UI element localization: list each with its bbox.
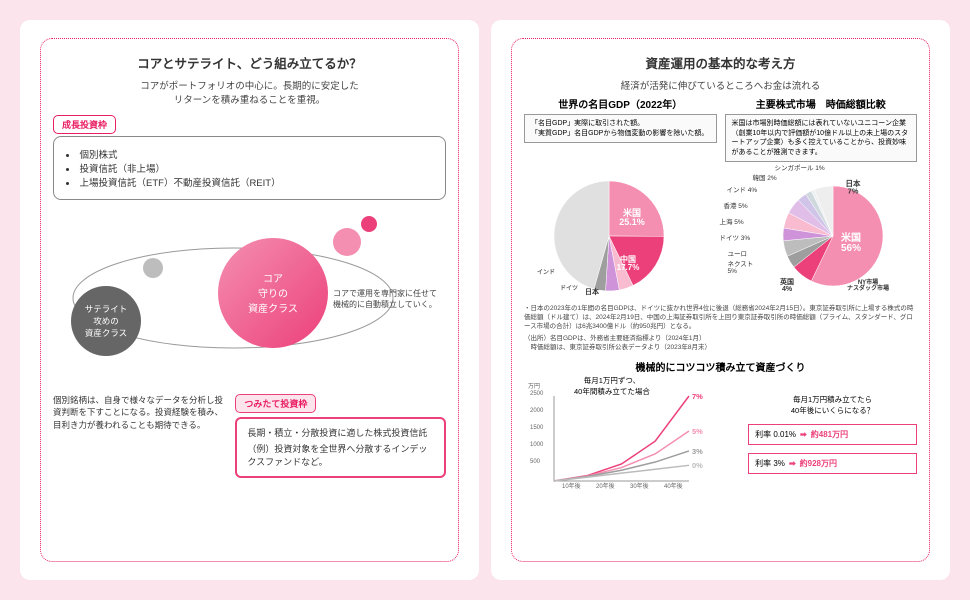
footnote-2: （出所）名目GDPは、外務省主要経済指標より（2024年1月） 時価総額は、東京… [524, 335, 917, 353]
core-circle: コア 守りの 資産クラス [218, 238, 328, 348]
mkt-title: 主要株式市場 時価総額比較 [725, 96, 918, 111]
growth-item: 上場投資信託（ETF）不動産投資信託（REIT） [66, 175, 433, 189]
pie-outer-label: ユーロ ネクスト 5% [728, 248, 754, 275]
growth-item: 投資信託（非上場） [66, 161, 433, 175]
svg-text:米国56%: 米国56% [840, 231, 860, 254]
svg-text:米国25.1%: 米国25.1% [619, 207, 645, 227]
growth-box: 個別株式投資信託（非上場）上場投資信託（ETF）不動産投資信託（REIT） [53, 136, 446, 200]
satellite-circle: サテライト 攻めの 資産クラス [71, 286, 141, 356]
svg-text:ドイツ: ドイツ [560, 285, 578, 292]
page-left: コアとサテライト、どう組み立てるか？ コアがポートフォリオの中心に。長期的に安定… [20, 20, 479, 580]
left-subtitle: コアがポートフォリオの中心に。長期的に安定した リターンを積み重ねることを重視。 [53, 80, 446, 109]
tsumitate-example: （例）投資対象を全世界へ分散するインデックスファンドなど。 [247, 443, 434, 468]
sec2-title: 機械的にコツコツ積み立て資産づくり [524, 359, 917, 374]
satellite-note: 個別銘柄は、自身で様々なデータを分析し投資判断を下すことになる。投資経験を積み、… [53, 394, 225, 479]
left-title: コアとサテライト、どう組み立てるか？ [53, 53, 446, 72]
compound-chart: 毎月1万円ずつ、 40年間積み立てた場合 2500200015001000500… [524, 377, 917, 492]
rate-box-3pct: 利率 3% ➡ 約928万円 [748, 453, 917, 474]
right-subtitle: 経済が活発に伸びているところへお金は流れる [524, 80, 917, 94]
svg-text:中国17.7%: 中国17.7% [617, 254, 640, 272]
svg-text:英国4%: 英国4% [779, 277, 794, 293]
tsumitate-tag: つみたて投資枠 [235, 394, 316, 413]
page-right: 資産運用の基本的な考え方 経済が活発に伸びているところへお金は流れる 世界の名目… [491, 20, 950, 580]
pie-outer-label: 上海 5% [720, 216, 744, 226]
rate-box-low: 利率 0.01% ➡ 約481万円 [748, 424, 917, 445]
panel-asset-basics: 資産運用の基本的な考え方 経済が活発に伸びているところへお金は流れる 世界の名目… [511, 38, 930, 562]
orbit-dot-pink [333, 228, 361, 256]
core-side-note: コアで運用を専門家に任せて機械的に自動積立していく。 [333, 288, 443, 310]
panel-core-satellite: コアとサテライト、どう組み立てるか？ コアがポートフォリオの中心に。長期的に安定… [40, 38, 459, 562]
growth-item: 個別株式 [66, 147, 433, 161]
mkt-note: 米国は市場別時価総額には表れていないユニコーン企業（創業10年以内で評価額が10… [725, 114, 918, 162]
footnote-1: ・日本の2023年の1年間の名目GDPは、ドイツに抜かれ世界4位に後退（総務省2… [524, 305, 917, 331]
gdp-pie: 米国25.1% 中国17.7% 日本4.2% インドドイツ [524, 166, 719, 301]
orbit-dot-magenta [361, 216, 377, 232]
growth-tag: 成長投資枠 [53, 115, 116, 134]
gdp-title: 世界の名目GDP（2022年） [524, 96, 717, 111]
gdp-note: 「名目GDP」実際に取引された額。 「実質GDP」名目GDPから物価変動の影響を… [524, 114, 717, 143]
pie-outer-label: シンガポール 1% [775, 162, 825, 172]
pie-outer-label: インド 4% [727, 184, 758, 194]
right-title: 資産運用の基本的な考え方 [524, 53, 917, 72]
pie-outer-label: 香港 5% [724, 200, 748, 210]
tsumitate-body: 長期・積立・分散投資に適した株式投資信託 [247, 427, 434, 440]
svg-text:日本4.2%: 日本4.2% [584, 287, 601, 296]
rate-low-val: 約481万円 [811, 429, 848, 440]
core-satellite-diagram: コア 守りの 資産クラス サテライト 攻めの 資産クラス コアで運用を専門家に任… [53, 208, 446, 388]
pie-outer-label: 韓国 2% [753, 172, 777, 182]
pie-outer-label: ドイツ 3% [720, 232, 751, 242]
marketcap-pie: 米国56%日本7%英国4%NY市場ナスダック市場 シンガポール 1%韓国 2%イ… [723, 166, 918, 301]
rate-3-val: 約928万円 [800, 458, 837, 469]
svg-text:インド: インド [537, 269, 555, 276]
rate-3-label: 利率 3% [755, 458, 785, 469]
rate-low-label: 利率 0.01% [755, 429, 796, 440]
growth-right-caption: 毎月1万円積み立てたら 40年後にいくらになる？ [748, 394, 917, 416]
orbit-dot-grey [143, 258, 163, 278]
tsumitate-box: 長期・積立・分散投資に適した株式投資信託 （例）投資対象を全世界へ分散するインデ… [235, 417, 446, 479]
